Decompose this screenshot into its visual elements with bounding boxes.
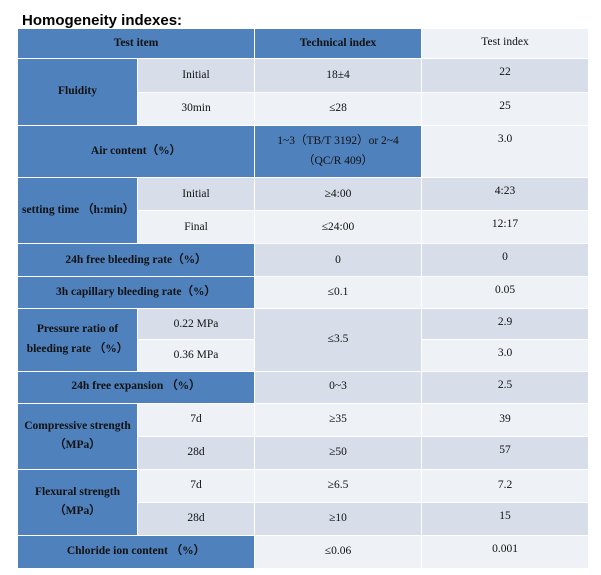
bleed24-label: 24h free bleeding rate（%） [16, 243, 256, 278]
bleed3-label: 3h capillary bleeding rate（%） [16, 276, 256, 310]
table-row: setting time （h:min） Initial ≥4:00 4:23 [17, 177, 590, 245]
table-row: 30min ≤28 25 [18, 92, 590, 127]
header-row: Test item Technical index Test index [16, 27, 590, 60]
page-title: Homogeneity indexes: [22, 12, 183, 29]
homogeneity-table: Test item Technical index Test index Flu… [16, 27, 590, 570]
compressive-28d-sub: 28d [136, 435, 256, 470]
pressure-p1-test: 2.9 [421, 308, 590, 341]
fluidity-30min-test: 25 [421, 92, 590, 127]
air-content-tech: 1~3（TB/T 3192）or 2~4 （QC/R 409） [254, 125, 423, 179]
bleed3-test: 0.05 [421, 276, 590, 310]
pressure-p2-test: 3.0 [421, 339, 590, 372]
air-content-test: 3.0 [421, 125, 590, 179]
table-row: Chloride ion content （%） ≤0.06 0.001 [16, 534, 590, 570]
table-row: Fluidity Initial 18±4 22 [17, 58, 590, 127]
setting-final-sub: Final [136, 210, 256, 245]
bleed24-test: 0 [421, 243, 590, 278]
chloride-label: Chloride ion content （%） [16, 534, 256, 570]
flexural-7d-tech: ≥6.5 [254, 468, 423, 503]
flexural-28d-tech: ≥10 [254, 501, 423, 536]
flexural-7d-sub: 7d [136, 468, 256, 503]
setting-time-label: setting time （h:min） [17, 177, 138, 245]
setting-initial-test: 4:23 [421, 177, 590, 212]
fluidity-30min-tech: ≤28 [254, 92, 423, 127]
compressive-28d-tech: ≥50 [254, 435, 423, 470]
table-row: 3h capillary bleeding rate（%） ≤0.1 0.05 [16, 276, 590, 310]
compressive-7d-test: 39 [421, 402, 590, 437]
chloride-test: 0.001 [421, 534, 590, 570]
expansion-label: 24h free expansion （%） [16, 370, 256, 404]
compressive-label: Compressive strength （MPa） [17, 402, 138, 470]
header-test-item: Test item [16, 27, 256, 60]
table-row: 0.36 MPa 3.0 [18, 339, 590, 372]
table-row: Flexural strength （MPa） 7d ≥6.5 7.2 [17, 468, 590, 536]
table-row: 28d ≥10 15 [18, 501, 590, 536]
bleed3-tech: ≤0.1 [254, 276, 423, 310]
setting-initial-sub: Initial [136, 177, 256, 212]
fluidity-initial-test: 22 [421, 58, 590, 94]
compressive-7d-sub: 7d [136, 402, 256, 437]
pressure-label-line1: Pressure ratio of [36, 323, 119, 336]
flexural-28d-sub: 28d [136, 501, 256, 536]
flexural-28d-test: 15 [421, 501, 590, 536]
compressive-28d-test: 57 [421, 435, 590, 470]
air-content-tech-line2: （QC/R 409） [303, 154, 373, 167]
pressure-label-line2: bleeding rate （%） [26, 342, 129, 355]
compressive-7d-tech: ≥35 [254, 402, 423, 437]
setting-initial-tech: ≥4:00 [254, 177, 423, 212]
compressive-label-line1: Compressive strength [24, 419, 131, 432]
fluidity-30min-sub: 30min [136, 92, 256, 127]
fluidity-initial-tech: 18±4 [254, 58, 423, 94]
air-content-tech-line1: 1~3（TB/T 3192）or 2~4 [277, 135, 399, 148]
setting-final-tech: ≤24:00 [254, 210, 423, 245]
compressive-label-line2: （MPa） [54, 439, 101, 452]
pressure-label: Pressure ratio of bleeding rate （%） [17, 308, 138, 372]
fluidity-label: Fluidity [17, 58, 138, 127]
table-row: Air content（%） 1~3（TB/T 3192）or 2~4 （QC/… [16, 125, 590, 179]
air-content-label: Air content（%） [16, 125, 256, 179]
table-row: 24h free bleeding rate（%） 0 0 [16, 243, 590, 278]
table-row: Final ≤24:00 12:17 [18, 210, 590, 245]
pressure-p1-sub: 0.22 MPa [136, 308, 256, 341]
table-row: Pressure ratio of bleeding rate （%） 0.22… [17, 308, 590, 372]
flexural-label-line1: Flexural strength [34, 485, 121, 498]
header-technical-index: Technical index [254, 27, 423, 60]
fluidity-initial-sub: Initial [136, 58, 256, 94]
flexural-label: Flexural strength （MPa） [17, 468, 138, 536]
setting-final-test: 12:17 [421, 210, 590, 245]
pressure-tech: ≤3.5 [254, 308, 423, 372]
chloride-tech: ≤0.06 [254, 534, 423, 570]
flexural-7d-test: 7.2 [421, 468, 590, 503]
bleed24-tech: 0 [254, 243, 423, 278]
expansion-tech: 0~3 [254, 370, 423, 404]
pressure-p2-sub: 0.36 MPa [136, 339, 256, 372]
header-test-index: Test index [421, 27, 590, 60]
expansion-test: 2.5 [421, 370, 590, 404]
flexural-label-line2: （MPa） [54, 505, 101, 518]
table-row: 24h free expansion （%） 0~3 2.5 [16, 370, 590, 404]
table-row: Compressive strength （MPa） 7d ≥35 39 [17, 402, 590, 470]
